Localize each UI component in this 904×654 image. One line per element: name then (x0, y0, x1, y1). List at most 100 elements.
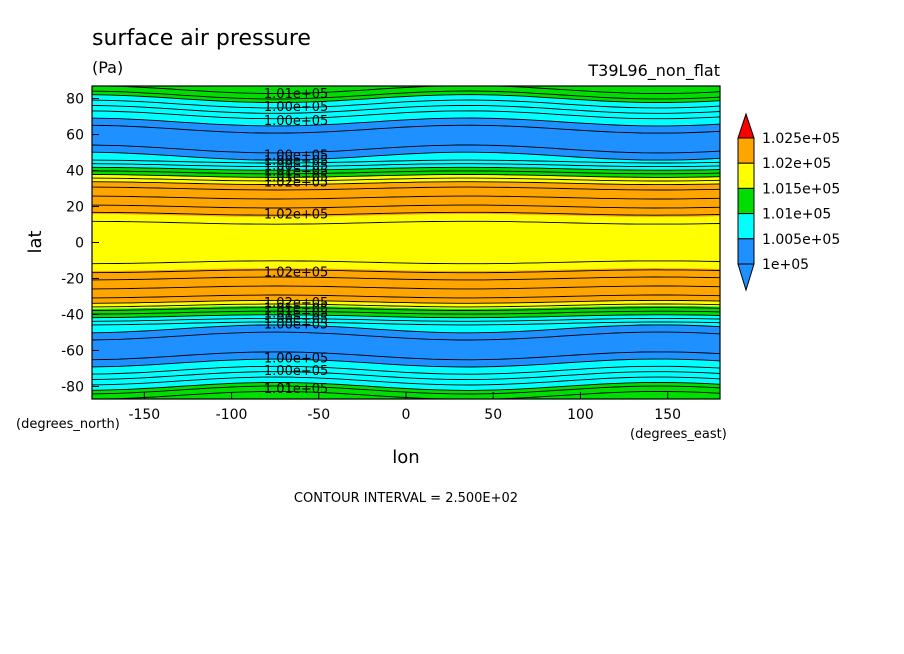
x-tick-label-5: 100 (567, 407, 594, 423)
y-tick-label-7: 60 (66, 128, 84, 144)
contour-line-21 (91, 260, 721, 265)
contour-line-34 (91, 151, 721, 161)
contour-line-28 (91, 177, 721, 182)
colorbar-segment-3 (737, 213, 755, 240)
band-6 (92, 268, 720, 304)
colorbar-segment-0 (737, 137, 755, 164)
contour-line-6 (91, 358, 721, 368)
x-tick-label-1: -100 (216, 407, 248, 423)
colorbar-label-1: 1.005e+05 (762, 232, 840, 248)
colorbar-segment-4 (737, 238, 755, 265)
colorbar: 1.025e+05 1.02e+05 1.015e+05 1.01e+05 1.005e… (737, 112, 840, 292)
contour-line-2 (91, 382, 721, 391)
y-tick-label-2: -40 (61, 307, 84, 323)
contour-label-0: 1.01e+05 (264, 87, 328, 102)
contour-label-15: 1.00e+05 (264, 317, 328, 332)
colorbar-label-5: 1.025e+05 (762, 131, 840, 147)
band-5 (92, 300, 720, 309)
x-tick-label-6: 150 (654, 407, 681, 423)
contour-line-12 (91, 314, 721, 319)
band-8 (92, 181, 720, 217)
contour-line-3 (91, 376, 721, 386)
contour-line-10 (91, 321, 721, 326)
contour-line-27 (91, 181, 721, 186)
contour-line-14 (91, 307, 721, 311)
contour-label-11: 1.02e+05 (264, 296, 328, 311)
contour-label-10: 1.02e+05 (264, 265, 328, 280)
contour-lines (91, 85, 721, 400)
contour-line-26 (91, 186, 721, 191)
contour-line-17 (91, 294, 721, 299)
contour-line-25 (91, 195, 721, 200)
colorbar-under-triangle (737, 263, 755, 292)
colorbar-label-3: 1.015e+05 (762, 181, 840, 197)
contour-label-3: 1.00e+05 (264, 148, 328, 163)
contour-line-32 (91, 163, 721, 168)
colorbar-label-4: 1.02e+05 (762, 156, 831, 172)
x-axis-units: (degrees_east) (630, 427, 727, 442)
y-tick-label-1: -60 (61, 343, 84, 359)
y-tick-label-5: 20 (66, 200, 84, 216)
y-axis-units: (degrees_north) (16, 417, 120, 432)
band-12 (92, 118, 720, 161)
contour-label-14: 1.00e+05 (264, 312, 328, 327)
contour-line-29 (91, 174, 721, 178)
contour-line-31 (91, 166, 721, 171)
contour-line-41 (91, 94, 721, 103)
contour-label-9: 1.02e+05 (264, 208, 328, 223)
contour-line-36 (91, 124, 721, 134)
contour-line-19 (91, 276, 721, 281)
x-axis-label: lon (392, 447, 419, 468)
x-axis-ticks: -150 -100 -50 0 50 100 150 (128, 392, 681, 423)
x-tick-label-0: -150 (128, 407, 160, 423)
contour-label-7: 1.01e+05 (264, 170, 328, 185)
y-tick-label-3: -20 (61, 271, 84, 287)
contour-label-2: 1.00e+05 (264, 114, 328, 129)
chart-units: (Pa) (92, 58, 123, 77)
contour-line-13 (91, 310, 721, 315)
contour-line-11 (91, 317, 721, 322)
band-7 (92, 214, 720, 271)
contour-line-35 (91, 144, 721, 154)
contour-line-9 (91, 324, 721, 334)
x-tick-label-4: 50 (484, 407, 502, 423)
contour-line-24 (91, 204, 721, 209)
y-tick-label-0: -80 (61, 379, 84, 395)
chart-title: surface air pressure (92, 26, 311, 51)
colorbar-label-0: 1e+05 (762, 257, 809, 273)
contour-line-33 (91, 159, 721, 164)
contour-label-13: 1.01e+05 (264, 307, 328, 322)
contour-label-8: 1.02e+05 (264, 175, 328, 190)
contour-line-4 (91, 371, 721, 381)
y-tick-label-6: 40 (66, 164, 84, 180)
band-10 (92, 167, 720, 178)
x-tick-label-3: 0 (402, 407, 411, 423)
colorbar-segment-2 (737, 187, 755, 215)
contour-label-16: 1.00e+05 (264, 352, 328, 367)
contour-line-40 (91, 99, 721, 109)
contour-line-38 (91, 110, 721, 120)
contour-labels: 1.01e+051.00e+051.00e+051.00e+051.00e+05… (264, 87, 328, 397)
contour-label-5: 1.00e+05 (264, 159, 328, 174)
contour-line-43 (92, 85, 721, 95)
contour-line-18 (91, 285, 721, 290)
contour-line-37 (91, 117, 721, 127)
contour-label-18: 1.01e+05 (264, 382, 328, 397)
experiment-label: T39L96_non_flat (587, 61, 720, 81)
colorbar-segment-1 (737, 162, 755, 189)
contour-line-16 (91, 299, 721, 304)
y-axis-label: lat (25, 230, 46, 253)
x-tick-label-2: -50 (307, 407, 330, 423)
y-tick-label-4: 0 (75, 236, 84, 252)
contour-line-22 (91, 220, 721, 225)
contour-line-7 (91, 351, 721, 361)
contour-label-4: 1.00e+05 (264, 154, 328, 169)
band-2 (92, 324, 720, 367)
contour-label-17: 1.00e+05 (264, 364, 328, 379)
contour-line-42 (91, 90, 721, 100)
contour-line-39 (91, 104, 721, 114)
contour-label-12: 1.01e+05 (264, 301, 328, 316)
colorbar-over-triangle (737, 112, 755, 139)
contour-line-5 (91, 365, 721, 375)
